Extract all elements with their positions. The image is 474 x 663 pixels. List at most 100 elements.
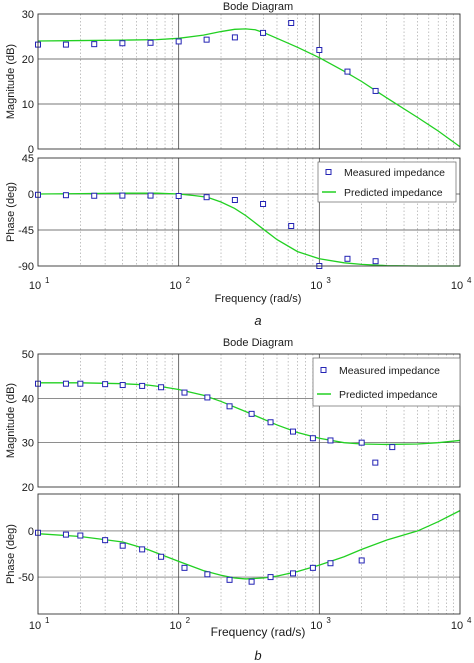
legend-marker-measured	[325, 169, 332, 175]
measured-point	[102, 537, 109, 544]
measured-point	[231, 197, 238, 203]
figure-b-title: Bode Diagram	[223, 337, 293, 349]
x-tick-exponent: 3	[326, 616, 331, 625]
measured-point	[290, 570, 297, 577]
y-tick-label: -50	[18, 572, 34, 584]
legend: Measured impedance Predicted impedance	[317, 161, 457, 203]
x-tick-label: 10	[170, 280, 182, 292]
measured-point	[158, 553, 165, 560]
measured-point	[181, 564, 188, 571]
measured-point	[158, 384, 165, 391]
measured-point	[77, 380, 84, 387]
axes-frame	[37, 157, 461, 267]
x-tick-label: 10	[451, 280, 463, 292]
legend-label-predicted: Predicted impedance	[339, 389, 438, 401]
axes-frame	[37, 13, 461, 150]
predicted-line	[37, 192, 460, 267]
x-tick-label: 10	[310, 280, 322, 292]
measured-point	[62, 41, 69, 48]
y-axis-label: Magnitude (dB)	[5, 44, 17, 119]
x-tick-exponent: 3	[326, 276, 331, 285]
x-tick-label: 10	[451, 620, 463, 632]
x-tick-label: 10	[170, 620, 182, 632]
measured-point	[344, 255, 351, 262]
measured-point	[389, 444, 396, 451]
y-tick-label: 30	[22, 9, 34, 21]
measured-point	[77, 532, 84, 539]
x-tick-label: 10	[310, 620, 322, 632]
y-tick-label: 20	[22, 54, 34, 66]
measured-point	[344, 68, 351, 75]
y-tick-label: 40	[22, 393, 34, 405]
measured-point	[248, 410, 255, 417]
measured-point	[139, 546, 146, 553]
measured-point	[248, 578, 255, 585]
measured-point	[327, 560, 334, 567]
y-tick-label: 45	[22, 153, 34, 165]
y-axis-label: Phase (deg)	[5, 524, 17, 584]
measured-point	[290, 428, 297, 435]
predicted-line	[37, 510, 461, 580]
panel-a-magnitude: 0 10 20 30 Magnitude (dB)	[5, 9, 461, 156]
measured-point	[91, 192, 98, 199]
legend-label-predicted: Predicted impedance	[344, 187, 443, 199]
figure-a-xlabel: Frequency (rad/s)	[215, 293, 302, 305]
predicted-line	[37, 28, 461, 148]
measured-point	[316, 47, 323, 53]
y-tick-label: 30	[22, 438, 34, 450]
measured-point	[260, 201, 267, 207]
x-tick-exponent: 2	[186, 616, 191, 625]
y-tick-label: 50	[22, 349, 34, 361]
measured-point	[147, 192, 154, 199]
y-tick-label: -45	[18, 225, 34, 237]
legend-label-measured: Measured impedance	[339, 365, 440, 377]
measured-point	[267, 419, 274, 426]
figure-b-caption: b	[254, 648, 261, 663]
axes-frame	[37, 353, 461, 488]
measured-point	[327, 437, 334, 444]
measured-point	[119, 40, 126, 47]
y-tick-label: 20	[22, 482, 34, 494]
measured-point	[175, 193, 182, 199]
y-tick-label: 0	[28, 526, 34, 538]
panel-b-magnitude: 20 30 40 50 Magnitude (dB) Measured impedance…	[5, 349, 461, 494]
y-tick-label: 0	[28, 144, 34, 156]
legend-box	[312, 357, 461, 407]
measured-point	[62, 380, 69, 387]
measured-point	[309, 435, 316, 442]
legend-box	[317, 161, 457, 203]
measured-point	[204, 394, 211, 401]
measured-point	[119, 542, 126, 549]
x-tick-exponent: 1	[45, 616, 50, 625]
measured-point	[260, 29, 267, 36]
measured-point	[372, 87, 379, 94]
x-tick-exponent: 4	[467, 276, 472, 285]
measured-point	[226, 403, 233, 410]
measured-point	[91, 41, 98, 48]
x-tick-label: 10	[29, 280, 41, 292]
plot-area	[38, 494, 460, 614]
measured-point	[203, 194, 210, 201]
measured-point	[102, 381, 109, 388]
x-tick-exponent: 4	[467, 616, 472, 625]
legend: Measured impedance Predicted impedance	[312, 357, 461, 407]
measured-point	[372, 459, 379, 466]
measured-point	[288, 20, 295, 26]
measured-point	[231, 34, 238, 41]
measured-point	[288, 223, 295, 229]
plot-area	[38, 14, 460, 149]
measured-point	[358, 557, 365, 564]
x-tick-label: 10	[29, 620, 41, 632]
measured-point	[204, 571, 211, 578]
y-axis-label: Magnitude (dB)	[5, 383, 17, 458]
legend-marker-measured	[320, 367, 327, 373]
measured-point	[309, 564, 316, 571]
panel-a-phase: 45 0 -45 -90 Phase (deg) 10 1 10 2 10 3 10 4 Measured…	[5, 153, 472, 292]
measured-point	[119, 192, 126, 199]
y-tick-label: -90	[18, 261, 34, 273]
legend-label-measured: Measured impedance	[344, 167, 445, 179]
measured-point	[203, 36, 210, 43]
